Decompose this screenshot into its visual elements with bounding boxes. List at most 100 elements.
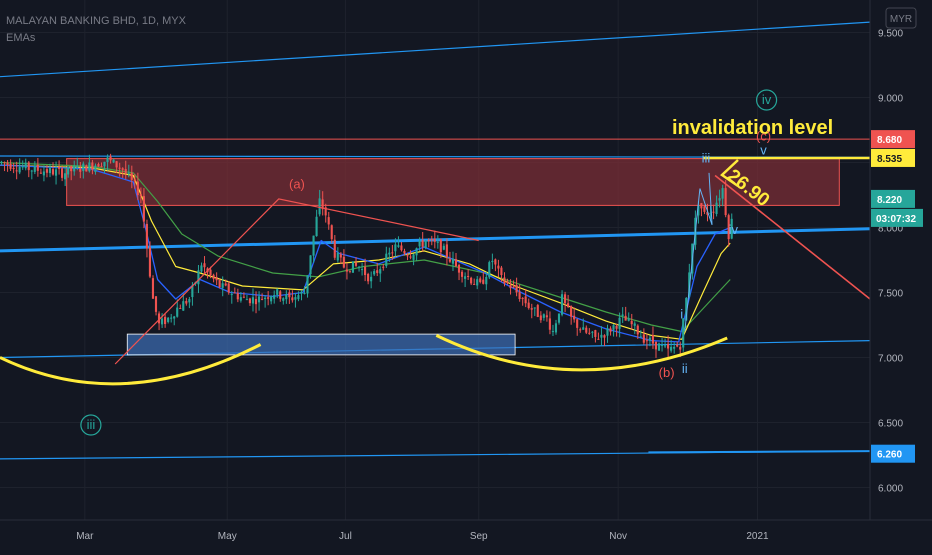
candle-body <box>573 315 576 320</box>
candle-body <box>554 323 558 333</box>
candle-body <box>682 318 685 348</box>
candle-body <box>64 173 67 180</box>
candle-body <box>106 157 109 163</box>
candle-body <box>594 330 597 337</box>
candle-body <box>506 281 509 284</box>
candle-body <box>588 332 591 334</box>
candle-body <box>221 283 224 288</box>
wave-label: v <box>760 143 767 158</box>
candle-body <box>227 283 230 293</box>
candle-body <box>124 168 127 174</box>
candle-body <box>151 278 155 299</box>
wave-label: iii <box>702 151 711 166</box>
price-label-box <box>871 189 915 208</box>
candle-body <box>157 313 161 324</box>
price-axis[interactable]: 9.5009.0008.5008.0007.5007.0006.5006.000… <box>871 29 923 495</box>
angle-marker <box>720 159 739 188</box>
candle-body <box>257 296 261 303</box>
ema-slow-line <box>0 161 731 333</box>
candle-body <box>467 275 470 277</box>
candle-body <box>727 215 730 240</box>
wave-label: ii <box>682 361 688 376</box>
candle-body <box>239 297 242 301</box>
candle-body <box>388 252 391 255</box>
candle-body <box>130 172 133 180</box>
candle-body <box>318 198 321 215</box>
candle-body <box>385 253 388 267</box>
price-label: 8.680 <box>877 135 902 146</box>
currency-button-frame[interactable] <box>885 7 917 29</box>
candle-body <box>97 164 100 167</box>
wave-label: i <box>680 307 683 322</box>
candle-body <box>179 308 182 310</box>
y-tick-label: 9.000 <box>878 94 903 105</box>
candle-body <box>367 273 370 282</box>
right-arc <box>435 334 728 372</box>
currency-button[interactable]: MYR <box>885 7 917 29</box>
candle-body <box>139 194 142 197</box>
candle-body <box>679 346 682 350</box>
candle-body <box>570 305 573 317</box>
candle-body <box>339 254 342 258</box>
candle-body <box>209 269 212 276</box>
candle-body <box>551 331 554 333</box>
candle-body <box>3 162 6 164</box>
candle-body <box>445 244 448 258</box>
candle-body <box>503 277 506 284</box>
candle-body <box>45 169 48 173</box>
candle-body <box>176 307 179 317</box>
candle-body <box>476 279 479 286</box>
candle-body <box>439 239 442 253</box>
candle-body <box>485 277 488 285</box>
x-tick-label: Mar <box>76 531 94 542</box>
candle-body <box>673 346 676 349</box>
candle-body <box>530 308 533 310</box>
candle-body <box>242 296 245 298</box>
candle-body <box>260 298 264 300</box>
candle-body <box>494 259 497 265</box>
wave-label-circle <box>755 89 778 111</box>
candle-body <box>403 250 406 254</box>
time-axis[interactable]: Mar May Jul Sep Nov 2021 <box>76 531 769 542</box>
candle-body <box>609 328 612 332</box>
indicator-label[interactable]: EMAs <box>6 32 36 44</box>
price-label: 8.535 <box>877 154 902 165</box>
candle-body <box>251 297 255 304</box>
left-arc <box>0 343 262 386</box>
candle-body <box>324 207 327 216</box>
candle-body <box>642 334 645 343</box>
candle-body <box>154 296 158 312</box>
candle-body <box>470 277 473 284</box>
candle-body <box>39 172 42 174</box>
candle-body <box>621 314 624 316</box>
wave-label: (a) <box>289 177 305 192</box>
price-label-box <box>871 130 915 149</box>
candle-body <box>542 314 545 318</box>
candle-body <box>448 259 451 262</box>
candle-body <box>657 343 661 351</box>
candle-body <box>730 218 733 239</box>
candle-body <box>488 262 491 278</box>
candle-body <box>639 336 642 338</box>
candle-body <box>309 255 312 275</box>
candle-body <box>67 166 70 175</box>
candle-body <box>182 301 185 311</box>
candle-body <box>276 289 279 295</box>
candle-body <box>539 315 542 321</box>
candle-body <box>9 163 12 169</box>
candle-body <box>121 168 124 170</box>
candle-body <box>415 248 418 256</box>
candle-body <box>224 283 227 286</box>
candle-body <box>557 313 561 323</box>
candle-body <box>473 283 476 285</box>
currency-button-label[interactable]: MYR <box>890 14 912 25</box>
symbol-title[interactable]: MALAYAN BANKING BHD, 1D, MYX <box>6 15 187 27</box>
candle-body <box>321 199 324 210</box>
candle-body <box>576 319 579 328</box>
candle-body <box>288 292 291 298</box>
candle-body <box>264 297 267 299</box>
candle-body <box>30 170 33 172</box>
candle-body <box>94 165 97 173</box>
candle-body <box>88 162 91 172</box>
